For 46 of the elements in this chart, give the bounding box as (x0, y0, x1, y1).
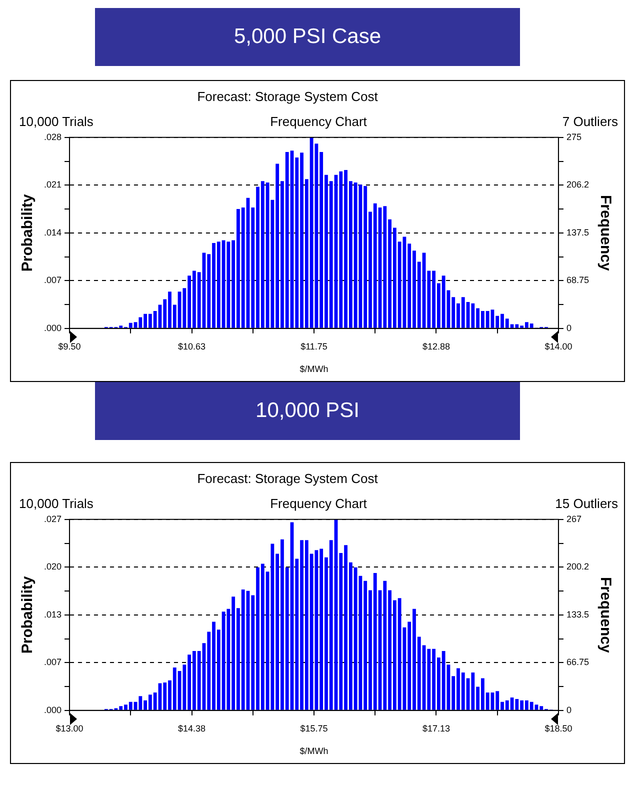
y-tick-label: .000 (44, 322, 62, 333)
y-tick-label: .020 (44, 562, 62, 572)
x-tick-label: $14.00 (544, 341, 572, 352)
x-tick-label: $12.88 (422, 341, 450, 352)
y2-tick-label: 66.75 (566, 657, 590, 668)
y2-tick-label: 137.5 (566, 227, 590, 238)
x-tick-label: $18.50 (544, 723, 572, 734)
text: 10,000 Trials (19, 496, 94, 511)
x-tick-label: $11.75 (300, 341, 328, 352)
x-tick-label: $14.38 (178, 723, 206, 734)
y2-tick-label: 0 (566, 322, 572, 333)
y-tick-label: .013 (44, 609, 62, 620)
text: Frequency Chart (269, 114, 368, 129)
y-tick-label: .007 (44, 275, 62, 286)
y2-tick-label: 206.2 (566, 180, 590, 190)
x-tick-label: $10.63 (178, 341, 206, 352)
chart-title: 10,000 PSI (95, 382, 520, 440)
y-tick-label: .000 (44, 704, 62, 715)
y-axis-title: Probability (19, 193, 36, 272)
y2-axis-title: Frequency (596, 194, 614, 272)
x-tick-label: $9.50 (58, 341, 81, 352)
y2-tick-label: 267 (566, 514, 582, 524)
x-tick-label: $17.13 (422, 723, 450, 734)
y-tick-label: .021 (44, 180, 62, 190)
text: 10,000 Trials (19, 114, 94, 129)
y-tick-label: .028 (44, 132, 62, 142)
y2-axis-title: Frequency (596, 576, 614, 654)
chart-subtitle: Forecast: Storage System Cost (196, 89, 379, 104)
y2-tick-label: 133.5 (566, 609, 590, 620)
text: 7 Outliers (561, 114, 618, 129)
x-axis-title: $/MWh (300, 364, 328, 374)
y2-tick-label: 0 (566, 704, 572, 715)
y-tick-label: .027 (44, 514, 62, 524)
y2-tick-label: 68.75 (566, 275, 590, 286)
chart-title: 5,000 PSI Case (95, 8, 520, 66)
text: Frequency Chart (269, 496, 368, 511)
y-axis-title: Probability (19, 575, 36, 654)
chart-subtitle: Forecast: Storage System Cost (196, 471, 379, 486)
y2-tick-label: 200.2 (566, 562, 590, 572)
x-tick-label: $15.75 (300, 723, 328, 734)
x-tick-label: $13.00 (56, 723, 84, 734)
text: 15 Outliers (554, 496, 618, 511)
y-tick-label: .007 (44, 657, 62, 668)
y-tick-label: .014 (44, 227, 62, 238)
x-axis-title: $/MWh (300, 746, 328, 756)
y2-tick-label: 275 (566, 132, 582, 142)
